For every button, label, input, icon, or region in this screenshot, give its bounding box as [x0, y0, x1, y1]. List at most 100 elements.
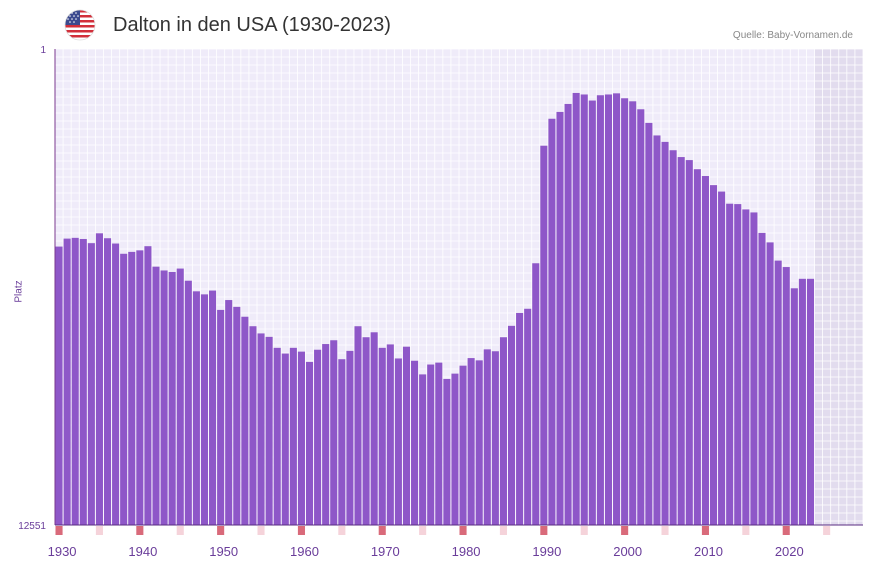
bar-2016 [758, 232, 766, 526]
x-tick-label-1930: 1930 [48, 544, 77, 559]
decade-marker-1989 [540, 526, 548, 535]
bar-2001 [637, 109, 645, 525]
y-tick-label: 1 [40, 45, 46, 56]
bar-1983 [491, 351, 499, 525]
x-tick-label-1990: 1990 [532, 544, 561, 559]
bar-1995 [588, 100, 596, 525]
bar-1996 [596, 95, 604, 525]
bar-1970 [386, 344, 394, 525]
bar-2003 [653, 135, 661, 525]
bar-1988 [532, 263, 540, 525]
bar-1982 [483, 349, 491, 525]
decade-marker-2009 [701, 526, 709, 535]
bar-2005 [669, 150, 677, 525]
bar-1989 [540, 145, 548, 525]
bar-2012 [726, 203, 734, 526]
bar-1948 [209, 290, 217, 525]
bar-1944 [176, 268, 184, 525]
bar-1972 [402, 346, 411, 525]
bar-1950 [225, 300, 233, 525]
bar-1973 [411, 360, 419, 525]
bar-1931 [71, 237, 79, 525]
bar-1930 [63, 238, 71, 525]
decade-marker-1969 [378, 526, 386, 535]
bar-2006 [677, 157, 685, 526]
bar-1990 [548, 118, 556, 525]
bar-1985 [507, 325, 516, 525]
bar-1943 [168, 271, 176, 525]
bar-1998 [613, 93, 621, 525]
bar-2018 [774, 260, 782, 525]
bar-1949 [217, 309, 225, 525]
bar-1956 [273, 347, 281, 525]
bar-1993 [572, 92, 580, 525]
half-decade-marker-1944 [176, 526, 184, 535]
bar-2013 [734, 204, 742, 526]
bar-1963 [330, 340, 338, 525]
half-decade-marker-1974 [419, 526, 427, 535]
bar-2000 [629, 101, 637, 526]
bar-1992 [564, 103, 572, 526]
bar-1962 [322, 344, 330, 525]
y-tick-label: 12551 [18, 521, 46, 532]
bar-1960 [305, 361, 314, 525]
bar-1940 [144, 246, 152, 526]
bar-1997 [604, 94, 613, 525]
bar-1961 [314, 349, 322, 525]
bar-1933 [87, 243, 95, 525]
bar-2014 [742, 209, 750, 525]
bar-1978 [451, 373, 459, 525]
bar-1929 [55, 246, 63, 525]
bar-1964 [338, 359, 346, 525]
half-decade-marker-2004 [661, 526, 669, 535]
decade-marker-1999 [621, 526, 629, 535]
bar-1935 [103, 238, 112, 525]
bar-1937 [120, 253, 128, 525]
bar-1942 [160, 270, 168, 525]
decade-marker-2019 [782, 526, 790, 535]
bar-1953 [249, 326, 257, 525]
bar-2009 [701, 176, 709, 525]
decade-marker-1959 [297, 526, 305, 535]
bar-1947 [200, 294, 209, 525]
bar-2007 [685, 160, 693, 525]
x-tick-label-2020: 2020 [775, 544, 804, 559]
half-decade-marker-1994 [580, 526, 588, 535]
bar-1959 [297, 351, 305, 525]
bar-1936 [112, 243, 120, 525]
bar-1984 [499, 337, 507, 525]
x-tick-label-2000: 2000 [613, 544, 642, 559]
bar-1941 [152, 266, 160, 525]
bar-1986 [516, 312, 524, 525]
bar-1979 [459, 365, 467, 525]
source-note: Quelle: Baby-Vornamen.de [732, 30, 853, 41]
bar-2017 [766, 242, 774, 525]
us-flag-icon [64, 9, 96, 41]
bar-1957 [281, 353, 289, 525]
bar-1980 [467, 358, 475, 525]
bar-1946 [192, 291, 200, 525]
bar-1971 [394, 358, 402, 525]
bar-1954 [257, 333, 265, 525]
x-tick-label-1960: 1960 [290, 544, 319, 559]
bar-1939 [136, 250, 144, 526]
bar-2008 [693, 169, 701, 525]
x-tick-label-1980: 1980 [452, 544, 481, 559]
bar-2010 [709, 185, 718, 525]
decade-marker-1929 [55, 526, 63, 535]
bar-1981 [475, 360, 483, 525]
half-decade-marker-1984 [499, 526, 507, 535]
bar-1969 [378, 347, 386, 525]
bar-1938 [128, 251, 136, 525]
x-tick-label-1940: 1940 [128, 544, 157, 559]
bar-1958 [289, 347, 297, 525]
bar-2004 [661, 141, 669, 526]
bar-1975 [427, 364, 435, 525]
bar-2015 [750, 212, 758, 525]
half-decade-marker-2014 [742, 526, 750, 535]
half-decade-marker-1964 [338, 526, 346, 535]
bar-1987 [524, 308, 532, 525]
half-decade-marker-1954 [257, 526, 265, 535]
decade-marker-1939 [136, 526, 144, 535]
